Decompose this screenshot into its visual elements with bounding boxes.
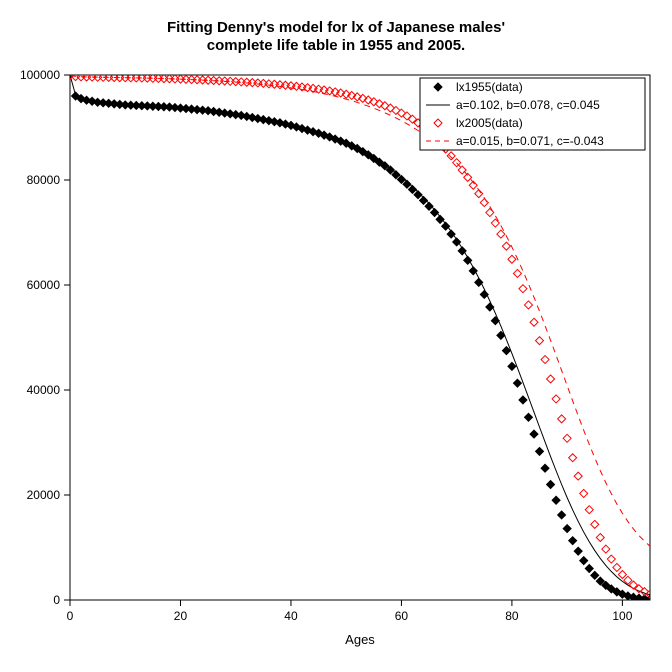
svg-text:0: 0	[53, 593, 60, 607]
svg-text:20: 20	[174, 609, 188, 623]
svg-text:80000: 80000	[27, 173, 61, 187]
life-table-chart: Fitting Denny's model for lx of Japanese…	[0, 0, 672, 672]
svg-text:lx1955(data): lx1955(data)	[456, 80, 523, 94]
svg-text:complete life table in 1955 an: complete life table in 1955 and 2005.	[207, 37, 465, 54]
svg-text:80: 80	[505, 609, 519, 623]
svg-text:0: 0	[67, 609, 74, 623]
svg-text:60000: 60000	[27, 278, 61, 292]
svg-text:a=0.102, b=0.078, c=0.045: a=0.102, b=0.078, c=0.045	[456, 98, 600, 112]
svg-text:a=0.015, b=0.071, c=-0.043: a=0.015, b=0.071, c=-0.043	[456, 134, 604, 148]
svg-text:100000: 100000	[20, 68, 60, 82]
svg-text:Fitting Denny's model for lx o: Fitting Denny's model for lx of Japanese…	[167, 19, 505, 36]
svg-text:lx2005(data): lx2005(data)	[456, 116, 523, 130]
svg-text:100: 100	[612, 609, 632, 623]
svg-text:40: 40	[284, 609, 298, 623]
svg-text:20000: 20000	[27, 488, 61, 502]
svg-text:60: 60	[395, 609, 409, 623]
svg-text:40000: 40000	[27, 383, 61, 397]
svg-text:Ages: Ages	[345, 632, 375, 647]
